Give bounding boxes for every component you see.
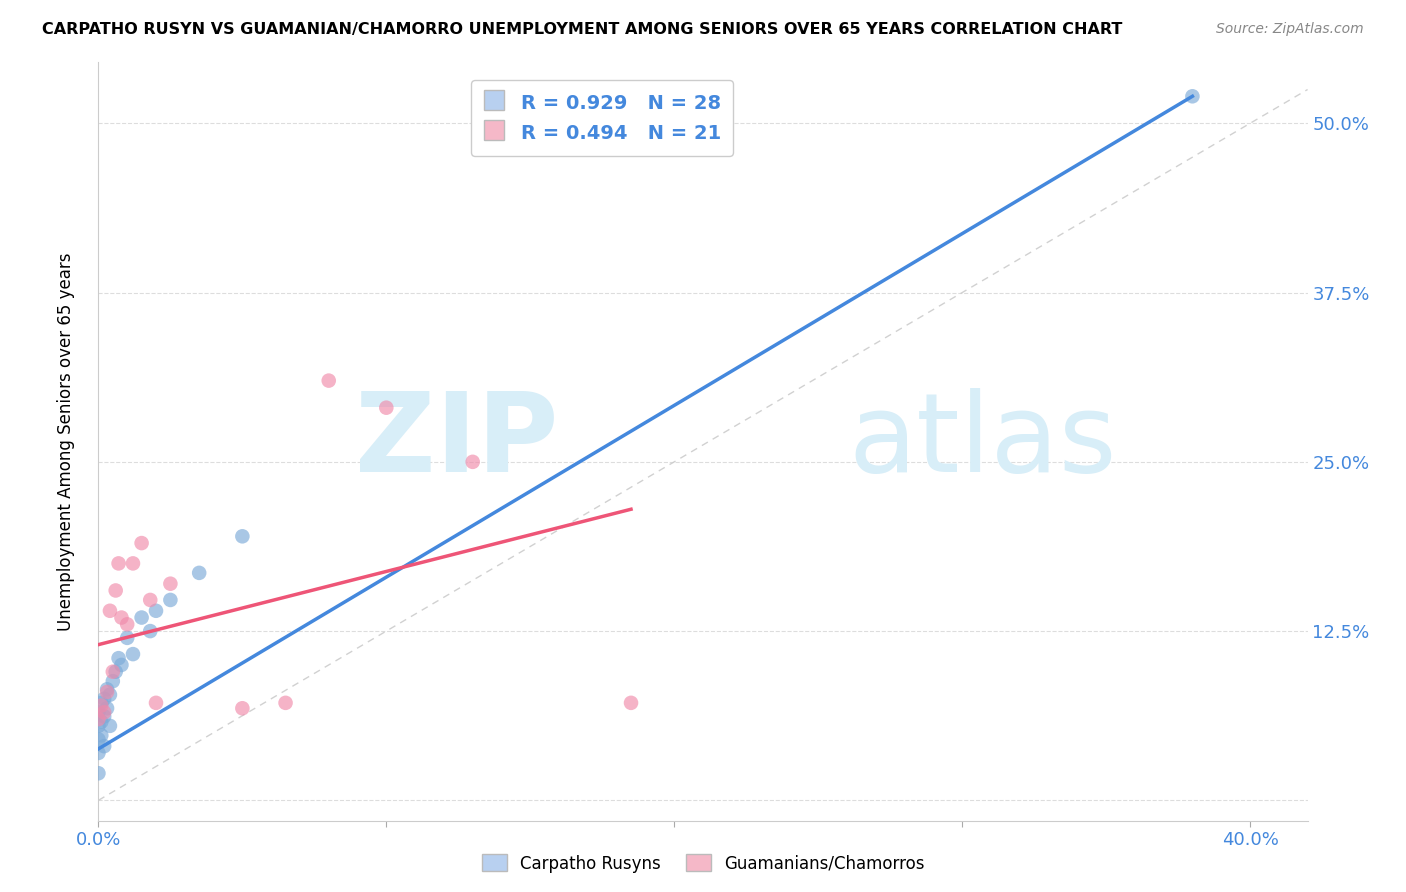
- Point: [318, 374, 340, 388]
- Y-axis label: Unemployment Among Seniors over 65 years: Unemployment Among Seniors over 65 years: [56, 252, 75, 631]
- Text: ZIP: ZIP: [354, 388, 558, 495]
- Point: [375, 401, 398, 415]
- Point: [96, 701, 118, 715]
- Point: [87, 719, 110, 733]
- Point: [93, 706, 115, 720]
- Point: [87, 712, 110, 726]
- Text: atlas: atlas: [848, 388, 1116, 495]
- Point: [107, 557, 129, 571]
- Point: [93, 739, 115, 754]
- Point: [96, 682, 118, 697]
- Point: [159, 576, 181, 591]
- Point: [90, 714, 112, 729]
- Point: [188, 566, 211, 580]
- Point: [104, 665, 127, 679]
- Point: [115, 617, 138, 632]
- Point: [107, 651, 129, 665]
- Point: [131, 610, 153, 624]
- Point: [90, 696, 112, 710]
- Point: [139, 624, 162, 639]
- Point: [90, 728, 112, 742]
- Point: [145, 604, 167, 618]
- Point: [93, 691, 115, 706]
- Point: [139, 593, 162, 607]
- Point: [159, 593, 181, 607]
- Point: [461, 455, 484, 469]
- Legend: Carpatho Rusyns, Guamanians/Chamorros: Carpatho Rusyns, Guamanians/Chamorros: [475, 847, 931, 880]
- Point: [620, 696, 643, 710]
- Point: [101, 674, 124, 689]
- Point: [1181, 89, 1204, 103]
- Point: [274, 696, 297, 710]
- Point: [96, 685, 118, 699]
- Point: [231, 701, 253, 715]
- Point: [145, 696, 167, 710]
- Text: Source: ZipAtlas.com: Source: ZipAtlas.com: [1216, 22, 1364, 37]
- Point: [101, 665, 124, 679]
- Point: [98, 604, 121, 618]
- Point: [110, 610, 132, 624]
- Point: [122, 557, 145, 571]
- Point: [231, 529, 253, 543]
- Point: [93, 709, 115, 723]
- Point: [104, 583, 127, 598]
- Point: [98, 719, 121, 733]
- Point: [122, 647, 145, 661]
- Point: [87, 766, 110, 780]
- Legend: R = 0.929   N = 28, R = 0.494   N = 21: R = 0.929 N = 28, R = 0.494 N = 21: [471, 79, 734, 156]
- Point: [87, 706, 110, 720]
- Point: [98, 688, 121, 702]
- Point: [87, 732, 110, 747]
- Point: [90, 698, 112, 713]
- Point: [87, 746, 110, 760]
- Point: [115, 631, 138, 645]
- Point: [110, 657, 132, 672]
- Text: CARPATHO RUSYN VS GUAMANIAN/CHAMORRO UNEMPLOYMENT AMONG SENIORS OVER 65 YEARS CO: CARPATHO RUSYN VS GUAMANIAN/CHAMORRO UNE…: [42, 22, 1122, 37]
- Point: [131, 536, 153, 550]
